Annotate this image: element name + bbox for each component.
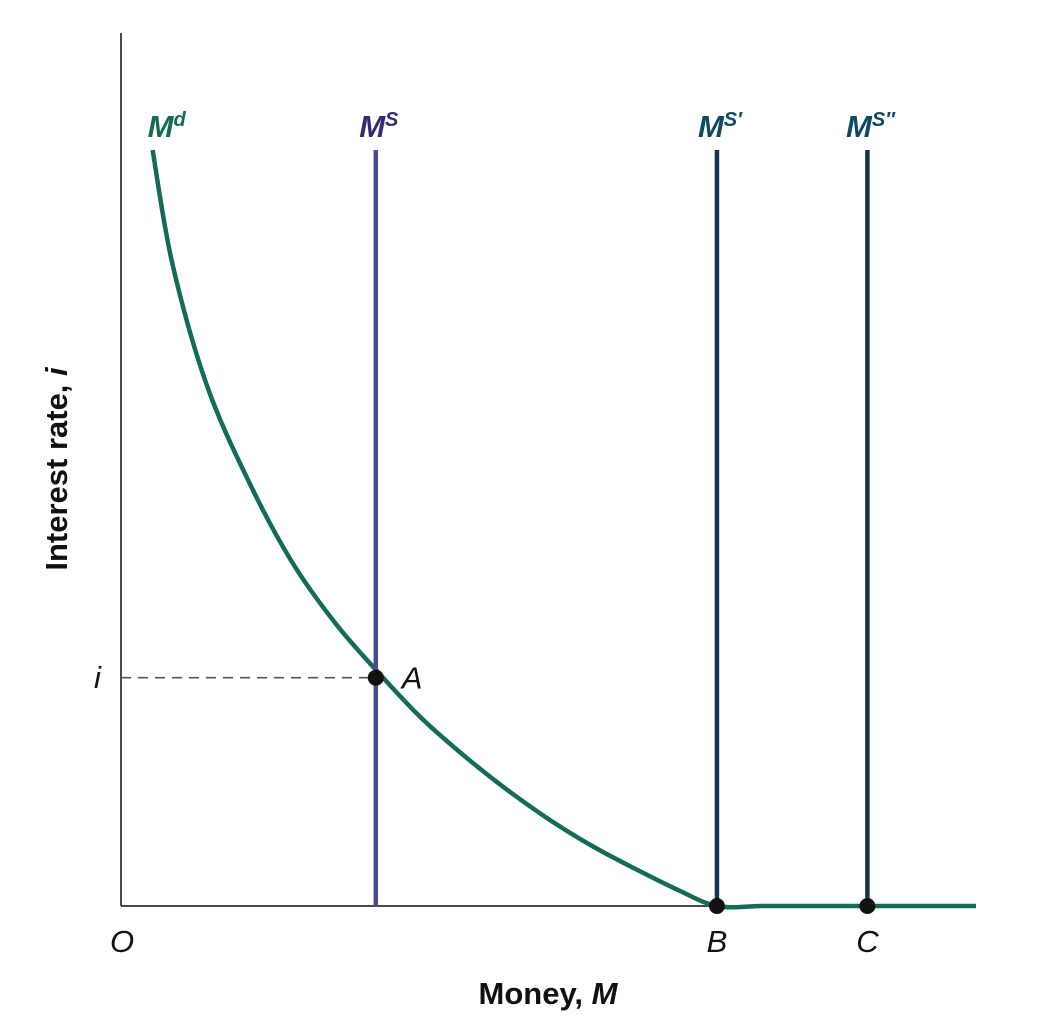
x-axis-title: Money, M [479,976,619,1011]
series-md-curve [150,149,976,910]
point-b-label: B [707,924,728,959]
series-layer [121,149,976,910]
x-axis-title-var: M [592,976,619,1011]
series-label-sup: d [173,109,186,131]
y-axis-title: Interest rate, i [39,366,74,571]
point-b-marker [708,898,725,914]
series-label-ms: MS [359,109,399,144]
point-c-label: C [856,924,879,959]
series-label-md: Md [148,109,187,144]
series-label-base: M [359,109,386,144]
y-axis-title-text: Interest rate, [39,376,74,571]
series-label-msp: MS′ [698,109,743,144]
x-axis-title-text: Money, [479,976,592,1011]
series-label-mspp: MS″ [846,109,896,144]
series-label-sup: S′ [724,109,743,131]
point-c-marker [859,898,876,914]
series-label-base: M [698,109,725,144]
series-label-base: M [148,109,175,144]
label-layer: Md MS MS′ MS″AB C [148,109,897,959]
series-label-sup: S″ [872,109,896,131]
point-a-marker [367,669,384,686]
series-label-base: M [846,109,873,144]
point-a-label: A [400,661,423,696]
interest-level-label: i [94,660,102,695]
series-label-sup: S [385,109,399,131]
origin-label: O [110,924,134,959]
y-axis-title-var: i [39,366,74,376]
